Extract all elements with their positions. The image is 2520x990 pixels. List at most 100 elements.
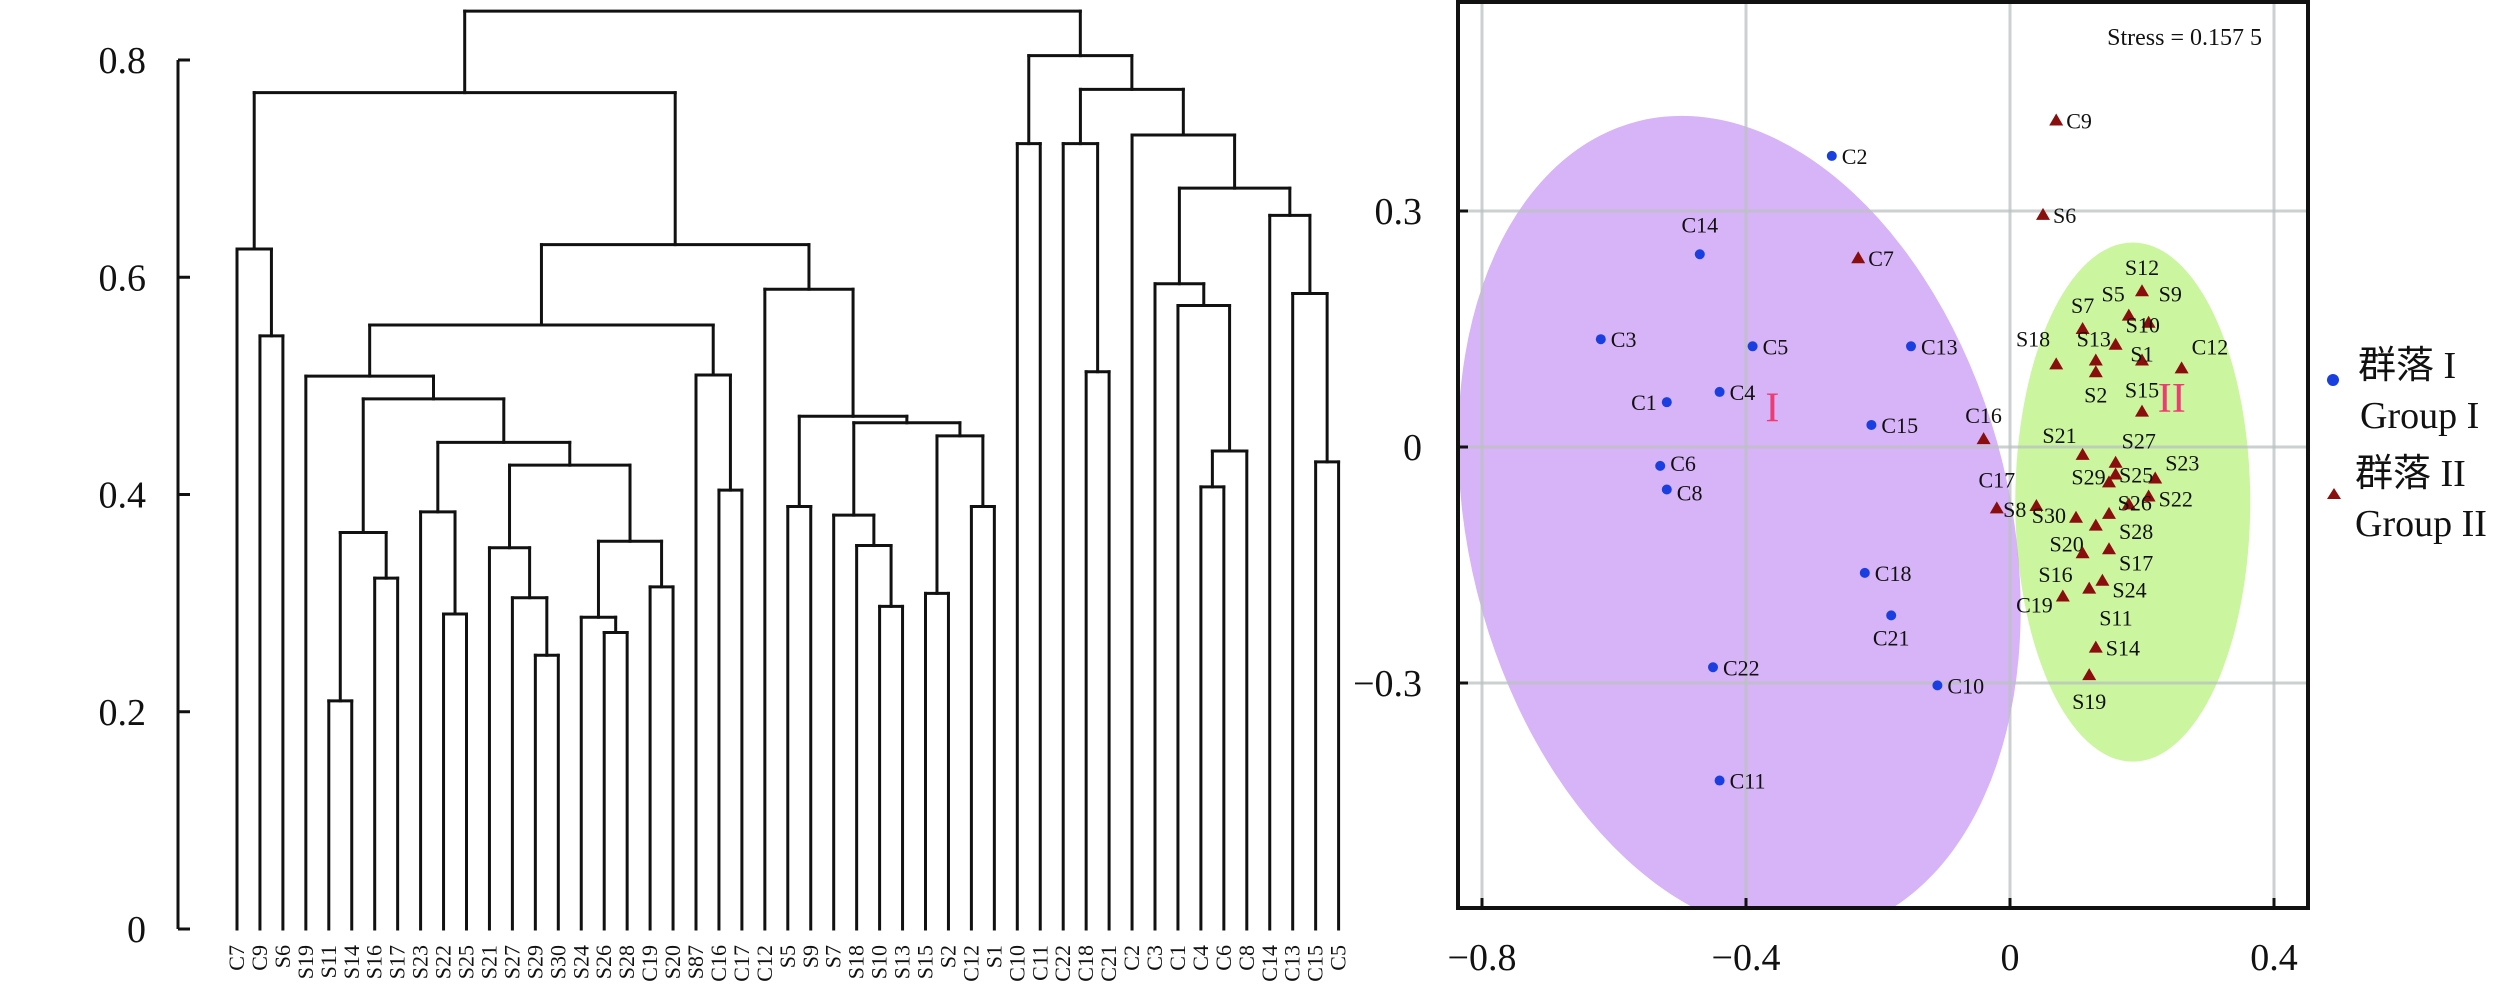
y-tick-label: 0 — [1403, 427, 1422, 469]
leaf-label: C17 — [729, 945, 754, 982]
leaf-label: S6 — [270, 945, 295, 968]
leaf-label: S30 — [545, 945, 570, 979]
point-label: C12 — [2192, 334, 2229, 359]
point-label: C19 — [2016, 592, 2053, 617]
point-label: S14 — [2106, 636, 2140, 661]
point-label: S18 — [2016, 326, 2050, 351]
leaf-label: S87 — [683, 945, 708, 979]
point-marker-triangle — [2148, 471, 2163, 484]
point-label: S7 — [2071, 293, 2094, 318]
point-marker-triangle — [2174, 361, 2189, 374]
point-marker-circle — [1886, 610, 1897, 621]
leaf-label: C14 — [1257, 945, 1282, 982]
point-marker-triangle — [2102, 506, 2116, 519]
point-marker-triangle — [2082, 581, 2097, 594]
point-marker-triangle — [2102, 542, 2116, 555]
point-marker-triangle — [2088, 640, 2103, 653]
leaf-label: S2 — [935, 945, 960, 968]
point-marker-triangle — [1989, 501, 2004, 514]
point-marker-triangle — [2049, 113, 2064, 126]
plot-frame — [1456, 0, 2310, 910]
point-marker-triangle — [2049, 357, 2064, 370]
x-tick-label: −0.8 — [1448, 937, 1517, 979]
group-ellipse-2 — [2015, 242, 2251, 762]
point-marker-triangle — [2036, 207, 2050, 220]
point-label: C5 — [1763, 334, 1789, 359]
point-label: S24 — [2112, 578, 2146, 603]
y-tick-label: 0.2 — [99, 692, 147, 734]
legend-marker-group-2 — [2327, 488, 2341, 499]
point-marker-triangle — [2088, 353, 2103, 366]
point-marker-circle — [1859, 567, 1870, 578]
point-label: S17 — [2119, 550, 2153, 575]
leaf-label: C7 — [224, 945, 249, 971]
y-tick-label: 0 — [127, 909, 146, 951]
point-marker-triangle — [2075, 447, 2090, 460]
legend-label-cn: 群落 II — [2355, 453, 2466, 495]
point-label: S19 — [2072, 689, 2106, 714]
point-marker-circle — [1932, 680, 1943, 691]
point-marker-circle — [1661, 397, 1672, 408]
leaf-label: S7 — [821, 945, 846, 968]
point-label: C11 — [1730, 769, 1766, 794]
leaf-label: S19 — [293, 945, 318, 979]
point-label: C14 — [1681, 212, 1718, 237]
point-marker-circle — [1826, 150, 1837, 161]
point-label: S9 — [2159, 282, 2182, 307]
point-label: S8 — [2003, 497, 2026, 522]
leaf-label: S10 — [867, 945, 892, 979]
point-label: C21 — [1873, 625, 1910, 650]
point-marker-triangle — [2088, 518, 2103, 531]
stress-annotation: Stress = 0.157 5 — [2107, 25, 2262, 51]
point-label: C9 — [2066, 109, 2092, 134]
leaf-label: S23 — [408, 945, 433, 979]
leaf-label: S15 — [913, 945, 938, 979]
leaf-label: S11 — [316, 945, 341, 978]
dendrogram-panel: 0 0.2 0.4 0.6 0.8 C7C9S6S19S11S14S16S17S23S22… — [99, 9, 1351, 982]
leaf-label: C5 — [1326, 945, 1351, 971]
leaf-label: S27 — [499, 945, 524, 979]
point-label: S22 — [2159, 487, 2193, 512]
point-marker-circle — [1661, 484, 1672, 495]
point-marker-triangle — [2135, 404, 2149, 417]
x-tick-label: −0.4 — [1712, 937, 1781, 979]
point-marker-circle — [1714, 775, 1725, 786]
plot-area: I II — [1458, 2, 2308, 908]
leaf-label: S13 — [890, 945, 915, 979]
leaf-label: S20 — [660, 945, 685, 979]
leaf-label: S18 — [844, 945, 869, 979]
point-marker-triangle — [2135, 284, 2149, 297]
point-label: S29 — [2071, 465, 2105, 490]
leaf-label: S1 — [981, 945, 1006, 968]
point-marker-triangle — [2108, 455, 2123, 468]
point-label: S23 — [2165, 450, 2199, 475]
point-marker-triangle — [1851, 251, 1866, 264]
point-label: C7 — [1868, 246, 1894, 271]
point-marker-triangle — [1976, 432, 1991, 445]
leaf-label: C10 — [1004, 945, 1029, 982]
leaf-label: C8 — [1234, 945, 1259, 971]
point-label: S13 — [2077, 326, 2111, 351]
y-tick-label: 0.8 — [99, 40, 147, 82]
point-marker-triangle — [2141, 315, 2156, 328]
x-tick-label: 0 — [2001, 937, 2020, 979]
point-label: S25 — [2119, 462, 2153, 487]
point-marker-triangle — [2055, 589, 2070, 602]
point-label: C3 — [1611, 327, 1637, 352]
point-label: S20 — [2050, 532, 2084, 557]
point-label: S27 — [2122, 429, 2156, 454]
point-marker-circle — [1906, 341, 1916, 352]
point-label: S1 — [2130, 341, 2153, 366]
y-tick-label: 0.3 — [1375, 191, 1423, 233]
leaf-label: C12 — [958, 945, 983, 982]
point-label: S12 — [2125, 255, 2159, 280]
point-label: C18 — [1875, 561, 1912, 586]
point-marker-triangle — [2075, 321, 2090, 334]
leaf-label: C9 — [247, 945, 272, 971]
point-label: C22 — [1723, 655, 1760, 680]
point-marker-triangle — [2095, 573, 2110, 586]
point-label: S28 — [2119, 519, 2153, 544]
point-marker-triangle — [2121, 497, 2136, 510]
leaf-label: S29 — [522, 945, 547, 979]
